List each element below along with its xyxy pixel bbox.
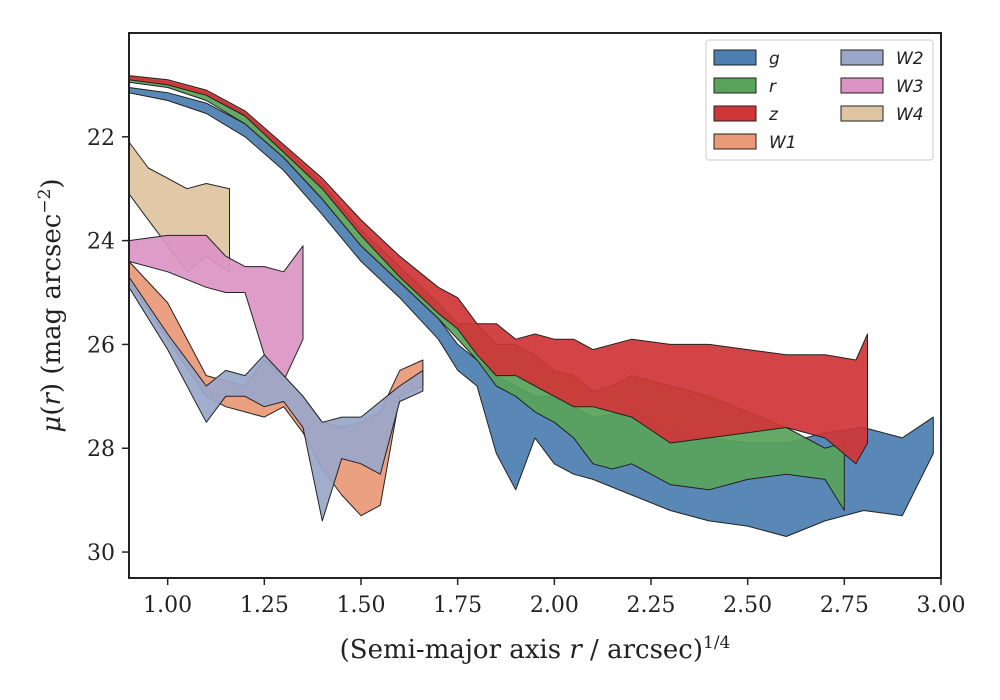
- legend-label-z: z: [768, 105, 779, 125]
- legend-swatch-r: [713, 77, 757, 94]
- x-tick-label: 2.25: [627, 593, 676, 618]
- x-axis-label: (Semi-major axis r / arcsec)1/4: [340, 633, 731, 665]
- legend-label-w4: W4: [896, 105, 924, 125]
- legend-label-r: r: [769, 77, 777, 97]
- legend-label-g: g: [769, 49, 780, 69]
- x-tick-label: 2.75: [820, 593, 869, 618]
- x-tick-label: 1.00: [143, 593, 192, 618]
- legend-swatch-w3: [840, 77, 884, 94]
- x-tick-label: 1.25: [240, 593, 289, 618]
- legend-box: [705, 39, 934, 161]
- band-g: [128, 87, 934, 537]
- x-tick-label: 3.00: [917, 593, 966, 618]
- legend-swatch-z: [713, 105, 757, 122]
- x-tick-label: 2.00: [530, 593, 579, 618]
- y-tick-label: 28: [87, 437, 115, 462]
- y-tick-label: 22: [87, 126, 115, 151]
- axis-ticks: 1.00 1.25 1.50 1.75 2.00 2.25 2.50 2.75 3.00 22 24…: [87, 126, 965, 618]
- legend-swatch-w2: [840, 49, 884, 66]
- band-w3: [128, 234, 304, 382]
- band-z: [128, 75, 868, 465]
- legend-label-w1: W1: [769, 133, 797, 153]
- y-axis-label: μ(r) (mag arcsec−2): [35, 178, 67, 432]
- legend-swatch-w1: [713, 133, 757, 150]
- x-tick-label: 1.75: [433, 593, 482, 618]
- series-bands: [128, 75, 934, 537]
- legend: grz W1 W2 W3 W4: [705, 39, 934, 161]
- band-w2: [128, 276, 424, 522]
- y-tick-label: 24: [87, 230, 115, 255]
- legend-label-w2: W2: [896, 49, 924, 69]
- legend-swatch-w4: [840, 105, 884, 122]
- y-tick-label: 30: [87, 541, 115, 566]
- plot-frame: [128, 32, 942, 579]
- x-tick-label: 1.50: [337, 593, 386, 618]
- x-tick-label: 2.50: [723, 593, 772, 618]
- legend-label-w3: W3: [896, 77, 924, 97]
- y-tick-label: 26: [87, 333, 115, 358]
- legend-swatch-g: [713, 49, 757, 66]
